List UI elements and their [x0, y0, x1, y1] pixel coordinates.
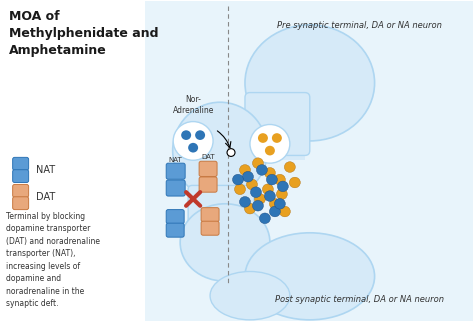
Text: Post synaptic terminal, DA or NA neuron: Post synaptic terminal, DA or NA neuron — [275, 296, 444, 305]
FancyBboxPatch shape — [13, 157, 28, 170]
Circle shape — [245, 203, 255, 214]
FancyBboxPatch shape — [188, 185, 254, 227]
Circle shape — [263, 184, 273, 195]
FancyBboxPatch shape — [245, 93, 310, 156]
Circle shape — [272, 133, 282, 143]
Circle shape — [239, 197, 250, 207]
FancyBboxPatch shape — [166, 180, 185, 196]
Circle shape — [264, 167, 275, 178]
Ellipse shape — [180, 204, 270, 281]
FancyBboxPatch shape — [13, 197, 28, 210]
Text: Nor-
Adrenaline: Nor- Adrenaline — [173, 95, 214, 115]
FancyBboxPatch shape — [13, 184, 28, 197]
Circle shape — [188, 143, 198, 153]
Circle shape — [227, 149, 235, 157]
FancyBboxPatch shape — [166, 163, 185, 179]
Circle shape — [246, 179, 257, 190]
Text: Terminal by blocking
dopamine transporter
(DAT) and noradrenaline
transporter (N: Terminal by blocking dopamine transporte… — [6, 212, 100, 308]
Circle shape — [274, 174, 285, 185]
Circle shape — [250, 124, 290, 163]
FancyBboxPatch shape — [201, 208, 219, 222]
Circle shape — [274, 199, 285, 209]
Circle shape — [265, 146, 275, 156]
FancyBboxPatch shape — [166, 210, 184, 224]
FancyBboxPatch shape — [255, 126, 305, 160]
FancyBboxPatch shape — [199, 177, 217, 192]
Circle shape — [256, 165, 267, 175]
Circle shape — [239, 165, 250, 175]
Circle shape — [259, 213, 270, 224]
Circle shape — [243, 171, 254, 182]
Circle shape — [233, 174, 244, 185]
Circle shape — [258, 133, 268, 143]
Circle shape — [195, 130, 205, 140]
Text: NAT: NAT — [36, 165, 55, 175]
Circle shape — [284, 162, 295, 172]
Circle shape — [269, 206, 281, 217]
Circle shape — [173, 121, 213, 160]
Ellipse shape — [245, 25, 374, 141]
Circle shape — [181, 130, 191, 140]
Circle shape — [289, 177, 301, 188]
Circle shape — [253, 158, 264, 168]
Circle shape — [235, 184, 246, 195]
FancyBboxPatch shape — [199, 161, 217, 176]
Circle shape — [264, 191, 275, 201]
FancyBboxPatch shape — [166, 223, 184, 237]
Circle shape — [277, 181, 288, 192]
Circle shape — [250, 187, 262, 198]
FancyBboxPatch shape — [13, 170, 28, 182]
Ellipse shape — [245, 233, 374, 320]
Text: NAT: NAT — [168, 157, 182, 163]
Text: Pre synaptic terminal, DA or NA neuron: Pre synaptic terminal, DA or NA neuron — [277, 21, 442, 30]
FancyBboxPatch shape — [201, 221, 219, 235]
Circle shape — [253, 200, 264, 211]
Circle shape — [266, 174, 277, 185]
Text: DAT: DAT — [36, 192, 55, 202]
Circle shape — [255, 194, 265, 204]
Text: MOA of
Methylphenidate and
Amphetamine: MOA of Methylphenidate and Amphetamine — [9, 10, 158, 57]
Bar — [145, 1, 474, 321]
Circle shape — [276, 189, 287, 200]
Circle shape — [279, 206, 291, 217]
Circle shape — [269, 199, 281, 209]
Ellipse shape — [210, 271, 290, 320]
Ellipse shape — [173, 102, 267, 199]
Text: DAT: DAT — [201, 154, 215, 160]
